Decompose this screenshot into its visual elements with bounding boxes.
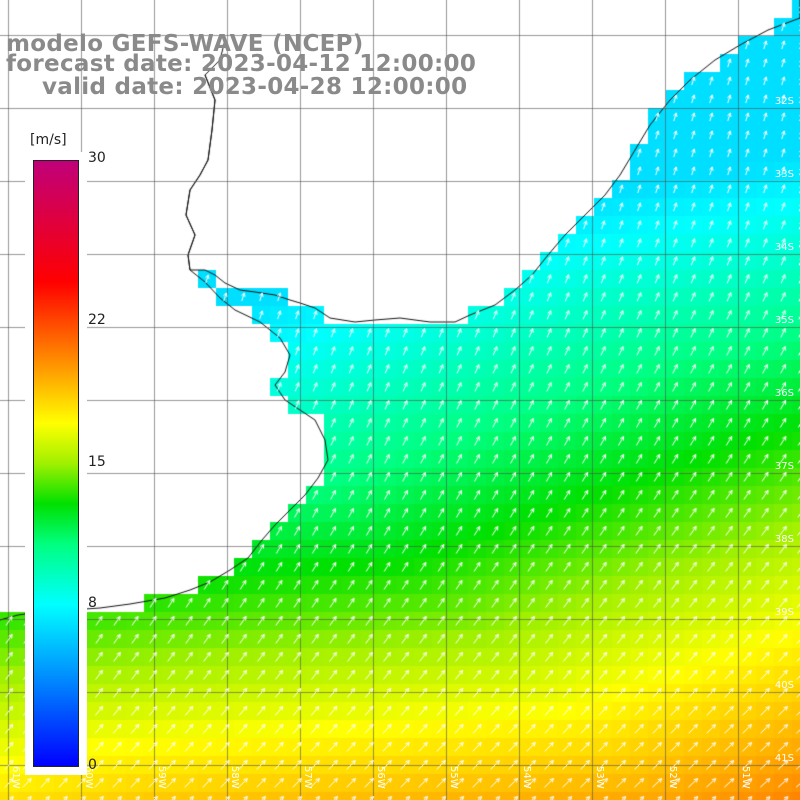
colorbar-tick-0: 0 <box>88 757 97 773</box>
lon-label-53W: 53W <box>594 766 605 789</box>
colorbar <box>33 160 79 767</box>
title-valid-date: valid date: 2023-04-28 12:00:00 <box>42 74 468 100</box>
colorbar-tick-22: 22 <box>88 311 106 328</box>
colorbar-units: [m/s] <box>30 132 67 148</box>
lat-label-32S: 32S <box>774 96 794 107</box>
lat-label-37S: 37S <box>774 461 794 472</box>
lon-label-59W: 59W <box>156 766 167 789</box>
colorbar-tick-8: 8 <box>88 595 97 612</box>
lat-label-34S: 34S <box>774 242 794 253</box>
lat-label-39S: 39S <box>774 607 794 618</box>
lat-label-40S: 40S <box>774 680 794 691</box>
lon-label-56W: 56W <box>375 766 386 789</box>
title-model: modelo GEFS-WAVE (NCEP) <box>6 31 364 57</box>
lon-label-61W: 61W <box>10 766 21 789</box>
lat-label-36S: 36S <box>774 388 794 399</box>
title-forecast-date: forecast date: 2023-04-12 12:00:00 <box>6 51 477 77</box>
lon-label-51W: 51W <box>740 766 751 789</box>
lat-label-33S: 33S <box>774 169 794 180</box>
lon-label-57W: 57W <box>302 766 313 789</box>
lat-label-35S: 35S <box>774 315 794 326</box>
lon-label-58W: 58W <box>229 766 240 789</box>
lon-label-52W: 52W <box>667 766 678 789</box>
lon-label-55W: 55W <box>448 766 459 789</box>
lat-label-41S: 41S <box>774 753 794 764</box>
colorbar-tick-15: 15 <box>88 453 106 470</box>
lat-label-38S: 38S <box>774 534 794 545</box>
lon-label-54W: 54W <box>521 766 532 789</box>
colorbar-tick-30: 30 <box>88 150 106 166</box>
